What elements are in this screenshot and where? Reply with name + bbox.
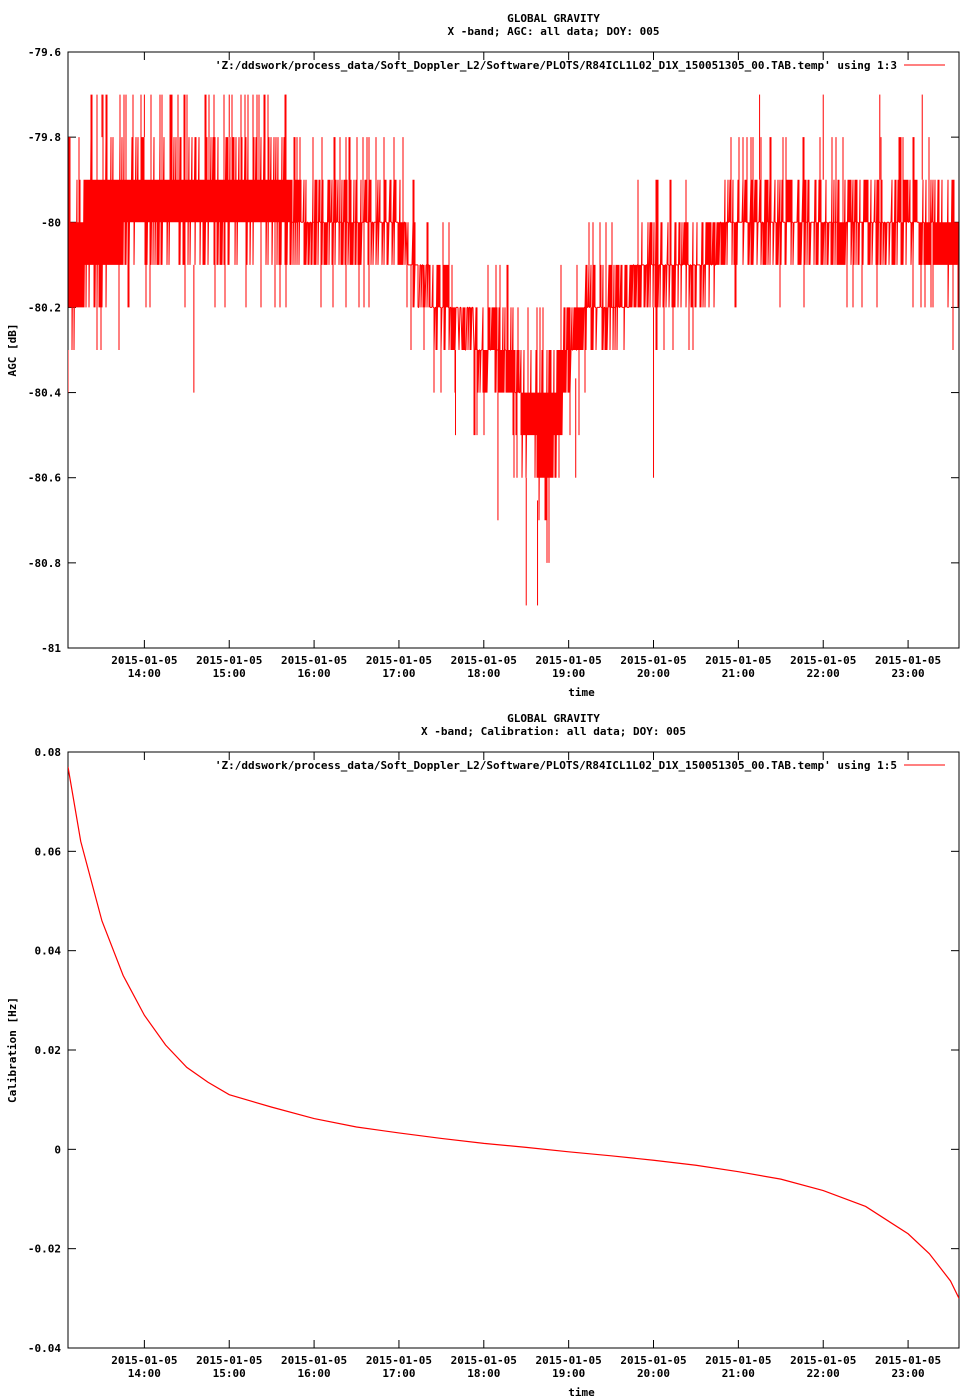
y-tick-label: 0.08: [35, 746, 62, 759]
x-tick-time-label: 15:00: [213, 667, 246, 680]
x-tick-time-label: 14:00: [128, 1367, 161, 1380]
y-tick-label: -80: [41, 216, 61, 229]
x-tick-date-label: 2015-01-05: [366, 1354, 432, 1367]
plot-area: [68, 766, 959, 1299]
x-tick-date-label: 2015-01-05: [111, 1354, 177, 1367]
series-line: [68, 766, 959, 1299]
x-tick-time-label: 21:00: [722, 667, 755, 680]
x-tick-time-label: 18:00: [467, 1367, 500, 1380]
y-tick-label: 0.06: [35, 845, 62, 858]
x-tick-date-label: 2015-01-05: [281, 654, 347, 667]
y-tick-label: -0.04: [28, 1342, 61, 1355]
y-tick-label: 0: [54, 1143, 61, 1156]
plot-frame: [67, 751, 960, 1349]
x-tick-date-label: 2015-01-05: [536, 1354, 602, 1367]
x-tick-time-label: 19:00: [552, 1367, 585, 1380]
x-tick-time-label: 19:00: [552, 667, 585, 680]
x-tick-date-label: 2015-01-05: [620, 654, 686, 667]
legend-label: 'Z:/ddswork/process_data/Soft_Doppler_L2…: [215, 759, 897, 772]
y-tick-label: -80.4: [28, 387, 61, 400]
x-tick-date-label: 2015-01-05: [705, 654, 771, 667]
y-axis-label: AGC [dB]: [6, 324, 19, 377]
x-tick-time-label: 18:00: [467, 667, 500, 680]
y-tick-label: -80.8: [28, 557, 61, 570]
x-tick-time-label: 21:00: [722, 1367, 755, 1380]
x-axis-label: time: [568, 686, 595, 699]
x-tick-time-label: 17:00: [382, 1367, 415, 1380]
chart-subtitle: X -band; Calibration: all data; DOY: 005: [421, 725, 686, 738]
series-line: [68, 94, 959, 563]
x-tick-date-label: 2015-01-05: [536, 654, 602, 667]
x-tick-date-label: 2015-01-05: [875, 654, 941, 667]
x-tick-date-label: 2015-01-05: [451, 654, 517, 667]
y-tick-label: -0.02: [28, 1243, 61, 1256]
x-tick-time-label: 15:00: [213, 1367, 246, 1380]
y-tick-label: -79.8: [28, 131, 61, 144]
x-tick-date-label: 2015-01-05: [196, 1354, 262, 1367]
chart-subtitle: X -band; AGC: all data; DOY: 005: [448, 25, 660, 38]
y-tick-label: -80.2: [28, 301, 61, 314]
x-tick-time-label: 14:00: [128, 667, 161, 680]
x-tick-time-label: 16:00: [298, 1367, 331, 1380]
x-tick-time-label: 16:00: [298, 667, 331, 680]
y-tick-label: -80.6: [28, 472, 61, 485]
y-axis-label: Calibration [Hz]: [6, 997, 19, 1103]
x-tick-time-label: 22:00: [807, 667, 840, 680]
x-tick-date-label: 2015-01-05: [451, 1354, 517, 1367]
x-tick-time-label: 20:00: [637, 667, 670, 680]
x-tick-date-label: 2015-01-05: [875, 1354, 941, 1367]
x-tick-time-label: 23:00: [892, 1367, 925, 1380]
y-tick-label: -79.6: [28, 46, 61, 59]
x-tick-date-label: 2015-01-05: [620, 1354, 686, 1367]
x-tick-time-label: 23:00: [892, 667, 925, 680]
x-tick-time-label: 17:00: [382, 667, 415, 680]
x-tick-date-label: 2015-01-05: [281, 1354, 347, 1367]
x-axis-label: time: [568, 1386, 595, 1399]
y-tick-label: 0.02: [35, 1044, 62, 1057]
x-tick-date-label: 2015-01-05: [366, 654, 432, 667]
x-tick-time-label: 22:00: [807, 1367, 840, 1380]
chart-title: GLOBAL GRAVITY: [507, 712, 600, 725]
x-tick-date-label: 2015-01-05: [196, 654, 262, 667]
x-tick-date-label: 2015-01-05: [790, 654, 856, 667]
x-tick-date-label: 2015-01-05: [705, 1354, 771, 1367]
y-tick-label: 0.04: [35, 945, 62, 958]
chart-title: GLOBAL GRAVITY: [507, 12, 600, 25]
x-tick-date-label: 2015-01-05: [790, 1354, 856, 1367]
legend-label: 'Z:/ddswork/process_data/Soft_Doppler_L2…: [215, 59, 897, 72]
x-tick-date-label: 2015-01-05: [111, 654, 177, 667]
y-tick-label: -81: [41, 642, 61, 655]
plot-area: [68, 94, 959, 606]
x-tick-time-label: 20:00: [637, 1367, 670, 1380]
